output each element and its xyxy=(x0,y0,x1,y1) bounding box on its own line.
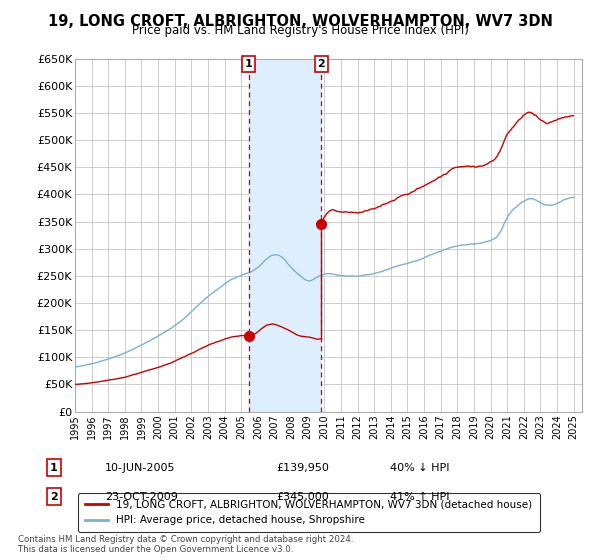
Text: 19, LONG CROFT, ALBRIGHTON, WOLVERHAMPTON, WV7 3DN: 19, LONG CROFT, ALBRIGHTON, WOLVERHAMPTO… xyxy=(47,14,553,29)
Text: 2: 2 xyxy=(317,59,325,69)
Text: Price paid vs. HM Land Registry's House Price Index (HPI): Price paid vs. HM Land Registry's House … xyxy=(131,24,469,37)
Text: 23-OCT-2009: 23-OCT-2009 xyxy=(105,492,178,502)
Text: 40% ↓ HPI: 40% ↓ HPI xyxy=(390,463,449,473)
Text: £139,950: £139,950 xyxy=(276,463,329,473)
Text: This data is licensed under the Open Government Licence v3.0.: This data is licensed under the Open Gov… xyxy=(18,545,293,554)
Text: 41% ↑ HPI: 41% ↑ HPI xyxy=(390,492,449,502)
Text: 1: 1 xyxy=(50,463,58,473)
Text: 1: 1 xyxy=(245,59,253,69)
Text: 2: 2 xyxy=(50,492,58,502)
Legend: 19, LONG CROFT, ALBRIGHTON, WOLVERHAMPTON, WV7 3DN (detached house), HPI: Averag: 19, LONG CROFT, ALBRIGHTON, WOLVERHAMPTO… xyxy=(77,493,539,533)
Text: 10-JUN-2005: 10-JUN-2005 xyxy=(105,463,176,473)
Text: Contains HM Land Registry data © Crown copyright and database right 2024.: Contains HM Land Registry data © Crown c… xyxy=(18,535,353,544)
Text: £345,000: £345,000 xyxy=(276,492,329,502)
Bar xyxy=(248,59,321,412)
